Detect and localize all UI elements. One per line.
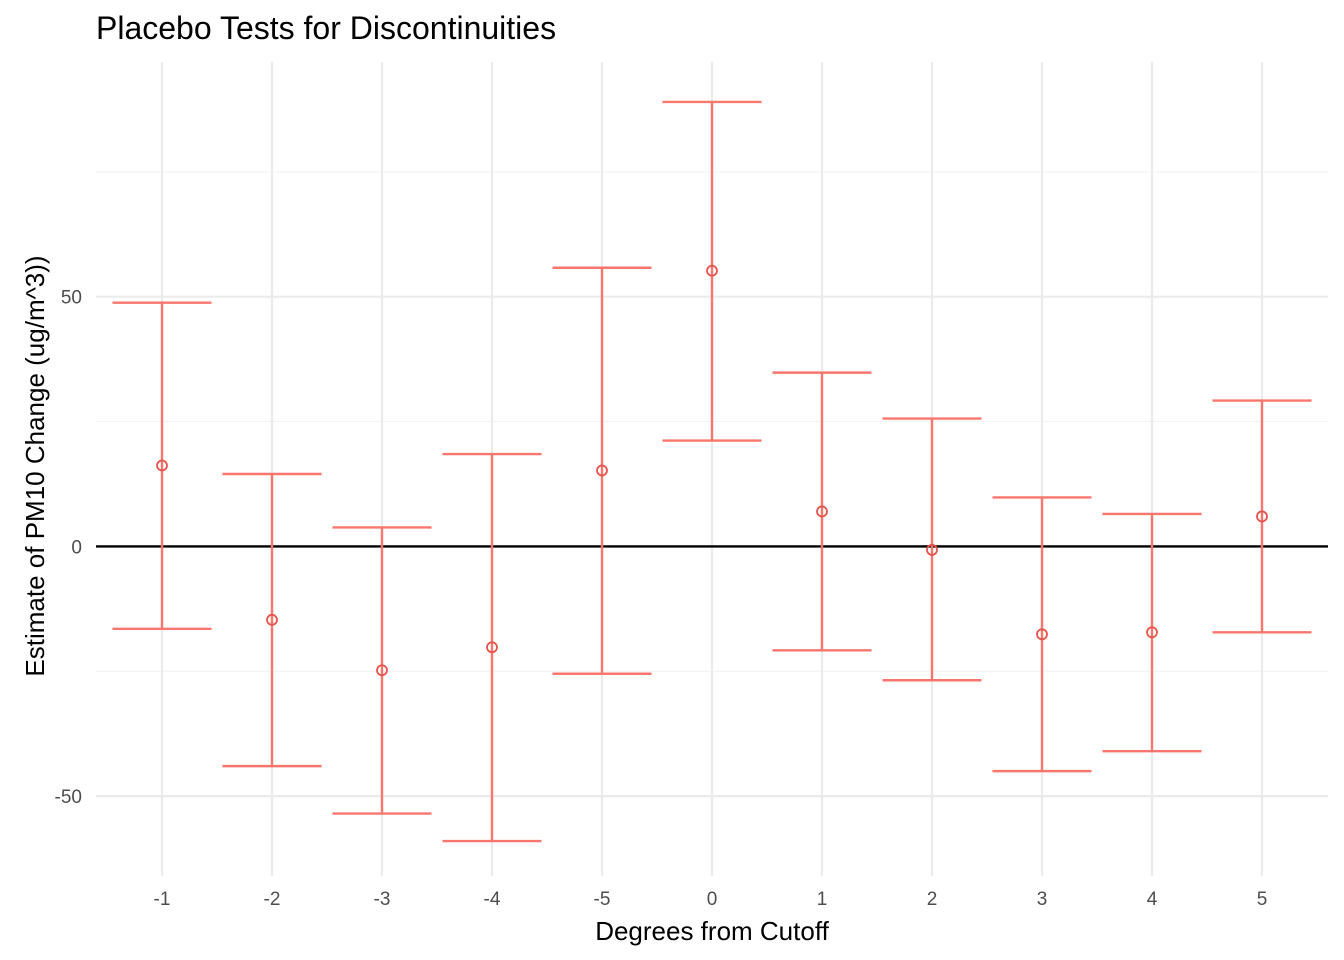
point-estimates	[156, 264, 1268, 677]
estimate-point	[266, 613, 278, 626]
error-bars	[112, 100, 1312, 843]
y-tick-label: 50	[61, 288, 82, 309]
y-tick-label: 0	[71, 537, 82, 558]
estimate-point	[486, 641, 498, 654]
chart-title: Placebo Tests for Discontinuities	[96, 10, 556, 46]
y-axis-ticks: -50 0 50	[55, 288, 82, 808]
error-bar	[1212, 399, 1312, 634]
y-axis-title: Estimate of PM10 Change (ug/m^3))	[20, 255, 50, 676]
estimate-point	[706, 264, 718, 277]
x-tick-label: 2	[927, 889, 938, 910]
estimate-point	[376, 664, 388, 677]
error-bar	[662, 100, 762, 442]
error-bar	[552, 266, 652, 675]
error-bar	[112, 301, 212, 631]
error-bar	[882, 417, 982, 682]
x-tick-label: 3	[1037, 889, 1048, 910]
y-tick-label: -50	[55, 787, 82, 808]
x-tick-label: -1	[154, 889, 171, 910]
error-bar	[1102, 512, 1202, 753]
x-tick-label: 5	[1257, 889, 1268, 910]
estimate-point	[1146, 626, 1158, 639]
estimate-point	[156, 459, 168, 472]
error-bar	[992, 496, 1092, 773]
x-tick-label: 1	[817, 889, 828, 910]
x-tick-label: 4	[1147, 889, 1158, 910]
estimate-point	[596, 464, 608, 477]
error-bar	[332, 526, 432, 815]
estimate-point	[1036, 628, 1048, 641]
x-axis-title: Degrees from Cutoff	[595, 916, 829, 946]
x-tick-label: 0	[707, 889, 718, 910]
x-tick-label: -4	[484, 889, 501, 910]
x-axis-ticks: -1 -2 -3 -4 -5 0 1 2 3 4 5	[154, 889, 1268, 910]
estimate-point	[816, 505, 828, 518]
x-tick-label: -5	[594, 889, 611, 910]
error-bar	[222, 472, 322, 768]
x-tick-label: -3	[374, 889, 391, 910]
error-bar	[442, 452, 542, 843]
estimate-point	[1256, 510, 1268, 523]
estimate-point	[926, 544, 938, 556]
x-tick-label: -2	[264, 889, 281, 910]
error-bar	[772, 371, 872, 652]
